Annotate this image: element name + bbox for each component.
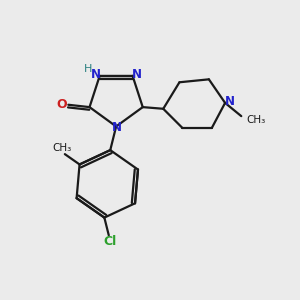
Text: CH₃: CH₃ — [247, 115, 266, 125]
Text: N: N — [112, 121, 122, 134]
Text: Cl: Cl — [103, 235, 117, 248]
Text: H: H — [84, 64, 93, 74]
Text: N: N — [91, 68, 101, 82]
Text: N: N — [225, 95, 235, 108]
Text: O: O — [56, 98, 67, 111]
Text: CH₃: CH₃ — [53, 143, 72, 153]
Text: N: N — [131, 68, 141, 82]
